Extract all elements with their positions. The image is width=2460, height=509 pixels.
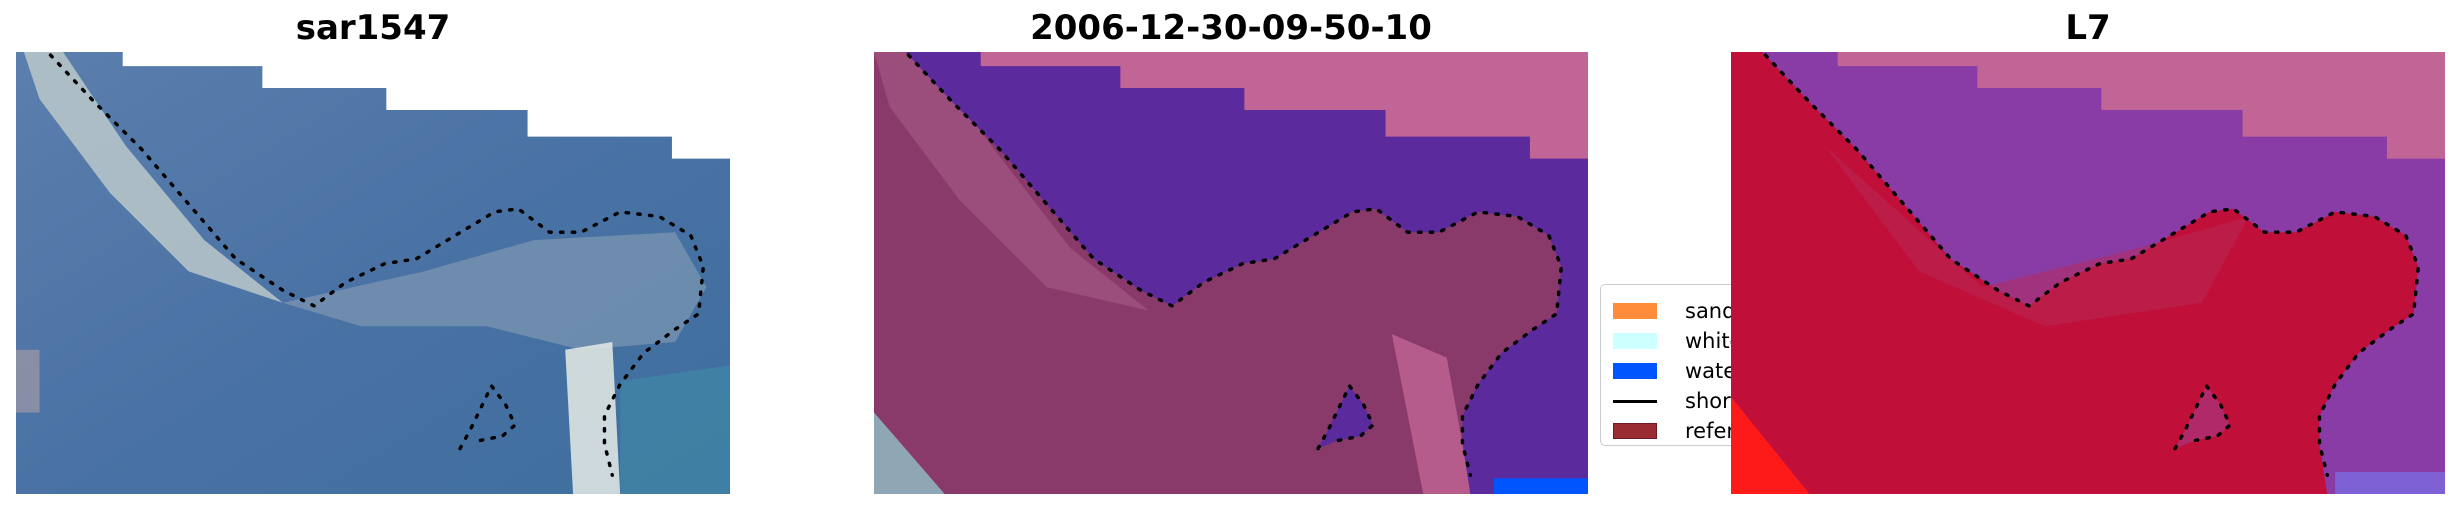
legend-item-shoreline: shorel xyxy=(1613,387,1749,415)
shoreline-dotted xyxy=(48,53,706,477)
whitewater-swatch xyxy=(1613,333,1657,349)
sand-swatch xyxy=(1613,303,1657,319)
classified-image-panel xyxy=(874,52,1588,494)
shoreline-dotted xyxy=(1763,53,2421,477)
shoreline-swatch xyxy=(1613,399,1657,403)
legend-item-sand: sand xyxy=(1613,297,1735,325)
reference-swatch xyxy=(1613,423,1657,439)
classified-image xyxy=(874,52,1588,494)
shoreline-dotted xyxy=(906,53,1564,477)
index-image xyxy=(1731,52,2445,494)
water-swatch xyxy=(1613,363,1657,379)
panel-title-rgb: sar1547 xyxy=(295,8,451,48)
legend-label: sand xyxy=(1685,299,1736,323)
panel-title-classified: 2006-12-30-09-50-10 xyxy=(1030,8,1432,48)
rgb-image xyxy=(16,52,730,494)
rgb-image-panel xyxy=(16,52,730,494)
panel-title-index: L7 xyxy=(2065,8,2111,48)
legend-item-water: water xyxy=(1613,357,1745,385)
index-image-panel xyxy=(1731,52,2445,494)
